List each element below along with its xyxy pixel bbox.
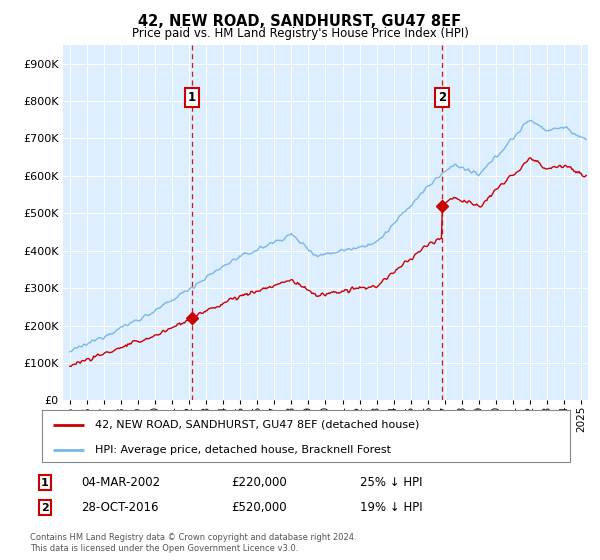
Text: 28-OCT-2016: 28-OCT-2016 [81,501,158,515]
Text: Contains HM Land Registry data © Crown copyright and database right 2024.
This d: Contains HM Land Registry data © Crown c… [30,533,356,553]
Text: 2: 2 [41,503,49,513]
Text: 1: 1 [41,478,49,488]
Text: 04-MAR-2002: 04-MAR-2002 [81,476,160,489]
Text: HPI: Average price, detached house, Bracknell Forest: HPI: Average price, detached house, Brac… [95,445,391,455]
Text: 42, NEW ROAD, SANDHURST, GU47 8EF (detached house): 42, NEW ROAD, SANDHURST, GU47 8EF (detac… [95,420,419,430]
Text: 25% ↓ HPI: 25% ↓ HPI [360,476,422,489]
Text: £220,000: £220,000 [231,476,287,489]
Text: 19% ↓ HPI: 19% ↓ HPI [360,501,422,515]
Text: 2: 2 [438,91,446,104]
Text: £520,000: £520,000 [231,501,287,515]
Text: 42, NEW ROAD, SANDHURST, GU47 8EF: 42, NEW ROAD, SANDHURST, GU47 8EF [139,14,461,29]
Text: Price paid vs. HM Land Registry's House Price Index (HPI): Price paid vs. HM Land Registry's House … [131,27,469,40]
Text: 1: 1 [188,91,196,104]
